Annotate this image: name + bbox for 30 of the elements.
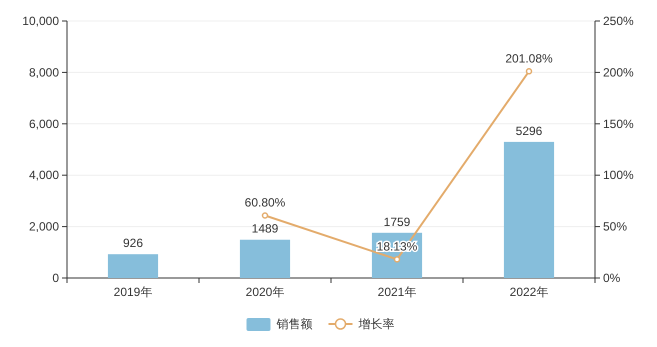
y2-tick-label: 200% (603, 65, 634, 80)
bar (108, 254, 158, 278)
y-tick-label: 6,000 (28, 116, 60, 131)
bar (240, 240, 290, 278)
y-tick-label: 4,000 (28, 168, 60, 182)
y2-tick-label: 0% (603, 271, 621, 285)
point (262, 212, 268, 219)
y-tick-label: 8,000 (28, 65, 60, 80)
x-tick-label: 2022年 (510, 285, 548, 299)
y-tick-label: 0 (52, 271, 60, 285)
legend-label: 销售额 (276, 317, 312, 331)
bar (504, 142, 554, 278)
y2-tick-label: 250% (603, 14, 634, 28)
data-label: 201.08% (505, 51, 554, 66)
x-tick-label: 2021年 (378, 285, 416, 299)
legend-label: 增长率 (358, 317, 394, 331)
y2-tick-label: 100% (603, 168, 634, 182)
point (394, 256, 400, 263)
data-label: 60.80% (244, 196, 286, 210)
point (526, 68, 532, 75)
data-label: 5296 (516, 124, 543, 138)
data-label: 1759 (384, 214, 411, 229)
y2-tick-label: 150% (603, 116, 634, 131)
y-tick-label: 10,000 (22, 14, 60, 28)
x-tick-label: 2019年 (114, 285, 152, 299)
y2-tick-label: 50% (603, 220, 628, 234)
x-tick-label: 2020年 (246, 285, 284, 299)
data-label: 926 (122, 236, 144, 250)
data-label: 1489 (252, 222, 279, 236)
y-tick-label: 2,000 (28, 220, 60, 234)
